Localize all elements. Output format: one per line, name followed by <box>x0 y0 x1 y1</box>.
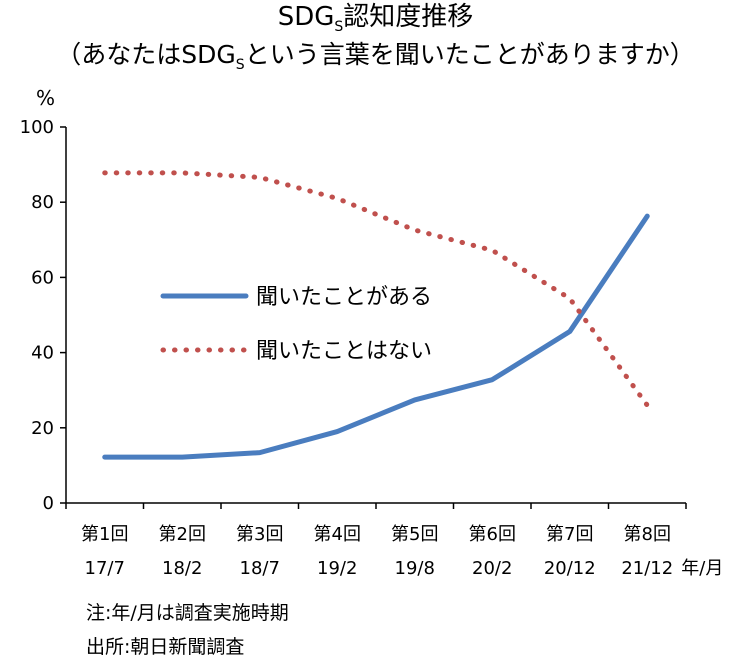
y-tick-label: 100 <box>20 117 54 138</box>
x-tick-label-round: 第8回 <box>624 524 671 545</box>
chart-title-prefix: SDG <box>277 2 335 32</box>
x-axis-unit: 年/月 <box>681 558 723 579</box>
x-tick-label-round: 第7回 <box>546 524 593 545</box>
x-tick-label-round: 第2回 <box>159 524 206 545</box>
y-unit-label: % <box>36 86 56 110</box>
x-tick-label-date: 19/8 <box>395 558 435 579</box>
x-tick-label-round: 第3回 <box>236 524 283 545</box>
note-text: 注:年/月は調査実施時期 <box>86 602 289 624</box>
x-tick-label-round: 第4回 <box>314 524 361 545</box>
series-line-1 <box>102 213 650 460</box>
y-tick-label: 40 <box>31 343 54 364</box>
y-tick-label: 80 <box>31 192 54 213</box>
x-tick-label-date: 18/7 <box>240 558 280 579</box>
x-tick-label-date: 20/12 <box>544 558 596 579</box>
chart-subtitle: （あなたはSDGSという言葉を聞いたことがありますか） <box>0 40 751 80</box>
x-tick-label-round: 第5回 <box>391 524 438 545</box>
y-tick-label: 60 <box>31 267 54 288</box>
chart-title-subscript: S <box>334 19 344 36</box>
x-tick-label-round: 第6回 <box>469 524 516 545</box>
chart-subtitle-prefix: （あなたはSDG <box>56 40 236 69</box>
x-tick-label-round: 第1回 <box>81 524 128 545</box>
chart-title: SDGS認知度推移 <box>0 2 751 42</box>
x-tick-label-date: 17/7 <box>85 558 125 579</box>
legend-label-1: 聞いたことがある <box>256 285 432 310</box>
y-tick-label: 0 <box>43 493 54 514</box>
series-line-2 <box>102 170 650 408</box>
x-tick-label-date: 18/2 <box>162 558 202 579</box>
chart-subtitle-subscript: S <box>235 57 245 73</box>
legend-label-2: 聞いたことはない <box>256 339 432 364</box>
x-tick-label-date: 20/2 <box>472 558 512 579</box>
source-text: 出所:朝日新聞調査 <box>86 636 245 658</box>
chart-subtitle-suffix: という言葉を聞いたことがありますか） <box>244 40 695 69</box>
x-tick-label-date: 19/2 <box>317 558 357 579</box>
x-tick-label-date: 21/12 <box>621 558 673 579</box>
chart-title-suffix: 認知度推移 <box>343 2 474 32</box>
y-tick-label: 20 <box>31 418 54 439</box>
